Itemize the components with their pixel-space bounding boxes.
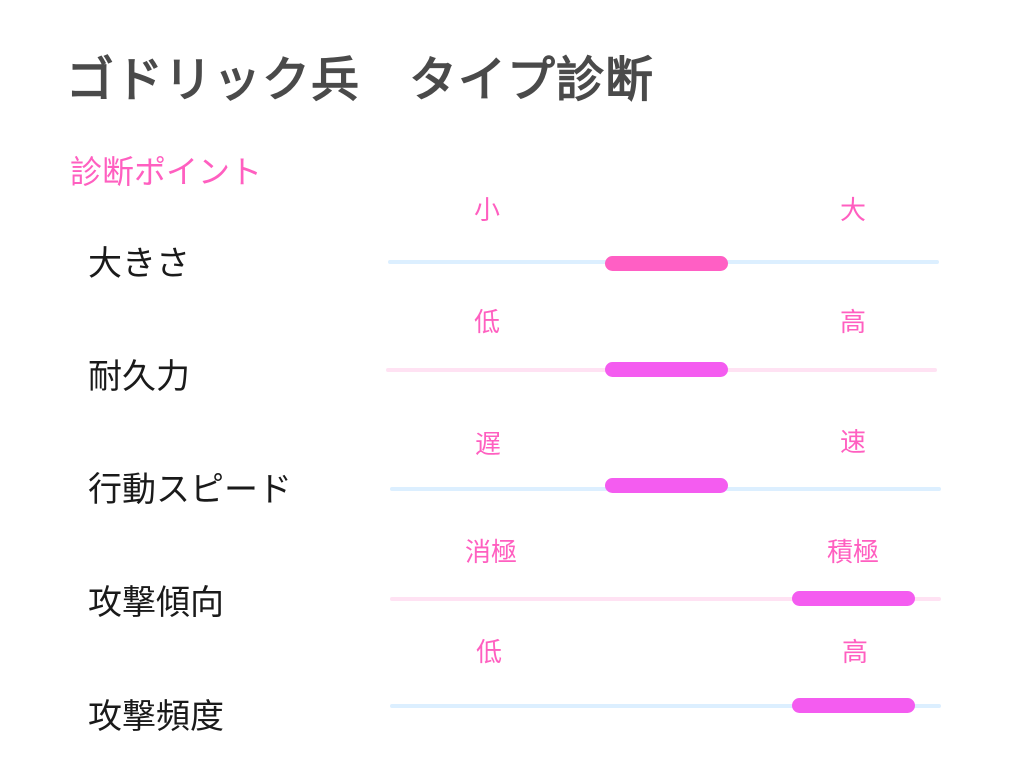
scale-level-bar (605, 362, 728, 377)
scale-low-label: 低 (475, 638, 503, 668)
scale-high-label: 高 (841, 638, 869, 668)
page-title: ゴドリック兵 タイプ診断 (66, 52, 655, 108)
scale-low-label: 小 (473, 196, 501, 226)
scale-low-label: 低 (473, 308, 501, 338)
scale-row-durability: 低 高 耐久力 (0, 302, 1024, 412)
scale-high-label: 速 (839, 428, 867, 458)
section-heading: 診断ポイント (70, 153, 263, 191)
scale-high-label: 高 (839, 308, 867, 338)
scale-row-label: 攻撃頻度 (88, 697, 224, 737)
scale-row-attack-tendency: 消極 積極 攻撃傾向 (0, 530, 1024, 640)
scale-row-speed: 遅 速 行動スピード (0, 418, 1024, 528)
scale-row-label: 攻撃傾向 (88, 583, 224, 623)
scale-level-bar (792, 591, 915, 606)
scale-row-label: 大きさ (88, 244, 190, 284)
scale-row-attack-frequency: 低 高 攻撃頻度 (0, 638, 1024, 748)
scale-row-label: 行動スピード (88, 470, 292, 510)
scale-level-bar (792, 698, 915, 713)
scale-row-size: 小 大 大きさ (0, 190, 1024, 300)
scale-track (390, 704, 941, 708)
scale-low-label: 遅 (474, 430, 502, 460)
scale-row-label: 耐久力 (88, 357, 190, 397)
scale-level-bar (605, 256, 728, 271)
scale-high-label: 大 (839, 196, 867, 226)
scale-track (390, 597, 941, 601)
scale-high-label: 積極 (826, 538, 880, 568)
scale-low-label: 消極 (464, 538, 518, 568)
scale-level-bar (605, 478, 728, 493)
